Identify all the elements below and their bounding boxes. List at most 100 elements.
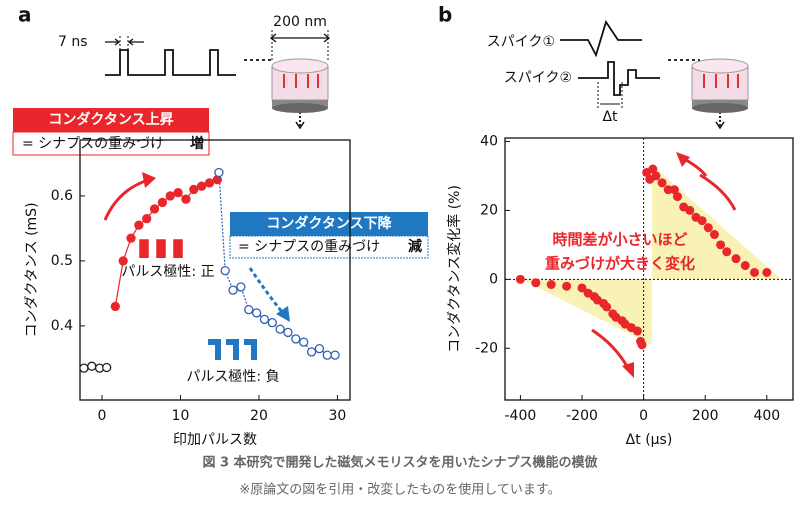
data-point [709, 230, 719, 240]
data-point [267, 317, 277, 328]
x-axis-label: 印加パルス数 [173, 432, 257, 448]
data-point [149, 204, 160, 214]
data-point [740, 261, 750, 271]
size-label: 200 nm [273, 14, 327, 30]
data-point [79, 363, 89, 373]
data-point [87, 361, 97, 371]
data-point [314, 343, 325, 354]
y-tick-label: 40 [480, 133, 498, 149]
data-point [214, 167, 224, 178]
pulse-train [105, 30, 331, 130]
x-tick-label: 0 [98, 408, 107, 424]
callout-emphasis: 増 [190, 135, 204, 152]
data-point [762, 267, 772, 277]
data-point [637, 340, 647, 350]
data-point [157, 197, 168, 208]
data-point [134, 220, 144, 230]
data-point [165, 191, 175, 201]
x-tick-label: -400 [505, 408, 537, 424]
data-point [697, 216, 707, 226]
y-tick-label: 0.5 [51, 253, 73, 269]
data-point [236, 282, 246, 292]
device-icon [691, 58, 749, 113]
dt-label: Δt [602, 109, 618, 125]
y-tick-label: 0.6 [51, 188, 73, 204]
spike-label: スパイク② [504, 70, 572, 86]
data-point [648, 164, 658, 174]
x-tick-label: 30 [329, 408, 347, 424]
data-point [672, 192, 682, 202]
data-point [173, 187, 183, 198]
data-point [562, 281, 572, 291]
callout-text: = シナプスの重みづけ [238, 239, 380, 255]
data-point [731, 254, 741, 264]
data-point [126, 233, 136, 243]
polarity-label: パルス極性: 正 [121, 264, 214, 280]
data-point [531, 278, 541, 288]
data-point [546, 280, 556, 290]
callout-emphasis: 減 [408, 238, 422, 255]
data-point [228, 285, 238, 295]
callout-title: コンダクタンス下降 [266, 215, 392, 232]
data-point [322, 350, 332, 360]
panel-label: a [18, 3, 32, 27]
data-point [299, 337, 309, 347]
y-axis-label: コンダクタンス変化率 (%) [446, 185, 463, 353]
y-axis-label: コンダクタンス (mS) [24, 202, 40, 337]
shaded-region [521, 165, 781, 345]
x-tick-label: 0 [639, 408, 648, 424]
spike-waveforms [560, 19, 725, 130]
data-point [602, 302, 612, 312]
data-point [244, 304, 254, 315]
data-point [716, 240, 726, 250]
annotation: 重みづけが大きく変化 [545, 255, 695, 273]
data-point [685, 205, 695, 215]
data-point [577, 283, 587, 293]
pulse-width-label: 7 ns [58, 34, 88, 50]
data-point [703, 223, 713, 233]
data-point [181, 194, 191, 204]
x-tick-label: 20 [250, 408, 268, 424]
data-point [197, 181, 207, 191]
y-tick-label: 0.4 [51, 318, 73, 334]
spike-label: スパイク① [487, 34, 555, 50]
callout-text: = シナプスの重みづけ [22, 136, 164, 152]
callout-increase: コンダクタンス上昇 = シナプスの重みづけ 増 [12, 108, 210, 156]
trend-arrows [103, 172, 290, 322]
plot-frame [79, 139, 351, 401]
data-point [189, 184, 199, 195]
data-point [663, 185, 673, 195]
polarity-label: パルス極性: 負 [186, 369, 279, 385]
callout-decrease: コンダクタンス下降 = シナプスの重みづけ 減 [229, 212, 429, 259]
series-line [114, 179, 218, 307]
data-point [632, 326, 642, 336]
data-point [515, 274, 525, 284]
data-point [102, 362, 112, 373]
trend-arrows [591, 152, 737, 378]
pulse-icons [139, 239, 257, 360]
annotation: 時間差が小さいほど [552, 231, 687, 249]
data-point [251, 308, 262, 318]
data-point [110, 301, 120, 312]
x-tick-label: 200 [692, 408, 719, 424]
panel-label: b [438, 3, 452, 27]
note: ※原論文の図を引用・改変したものを使用しています。 [239, 482, 560, 498]
x-tick-label: 10 [172, 408, 190, 424]
y-tick-label: -20 [475, 340, 498, 356]
data-point [306, 347, 317, 357]
x-axis-label: Δt (μs) [626, 432, 673, 448]
data-point [118, 256, 128, 266]
data-point [291, 334, 301, 344]
plot-frame [504, 137, 794, 401]
y-tick-label: 0 [489, 271, 498, 287]
data-point [722, 247, 732, 257]
device-icon [271, 58, 329, 113]
data-point [657, 178, 667, 188]
data-point [204, 178, 215, 188]
data-point [259, 314, 270, 325]
callout-title: コンダクタンス上昇 [48, 111, 173, 128]
data-point [651, 171, 661, 181]
x-tick-label: -200 [566, 408, 598, 424]
data-point [669, 185, 679, 195]
